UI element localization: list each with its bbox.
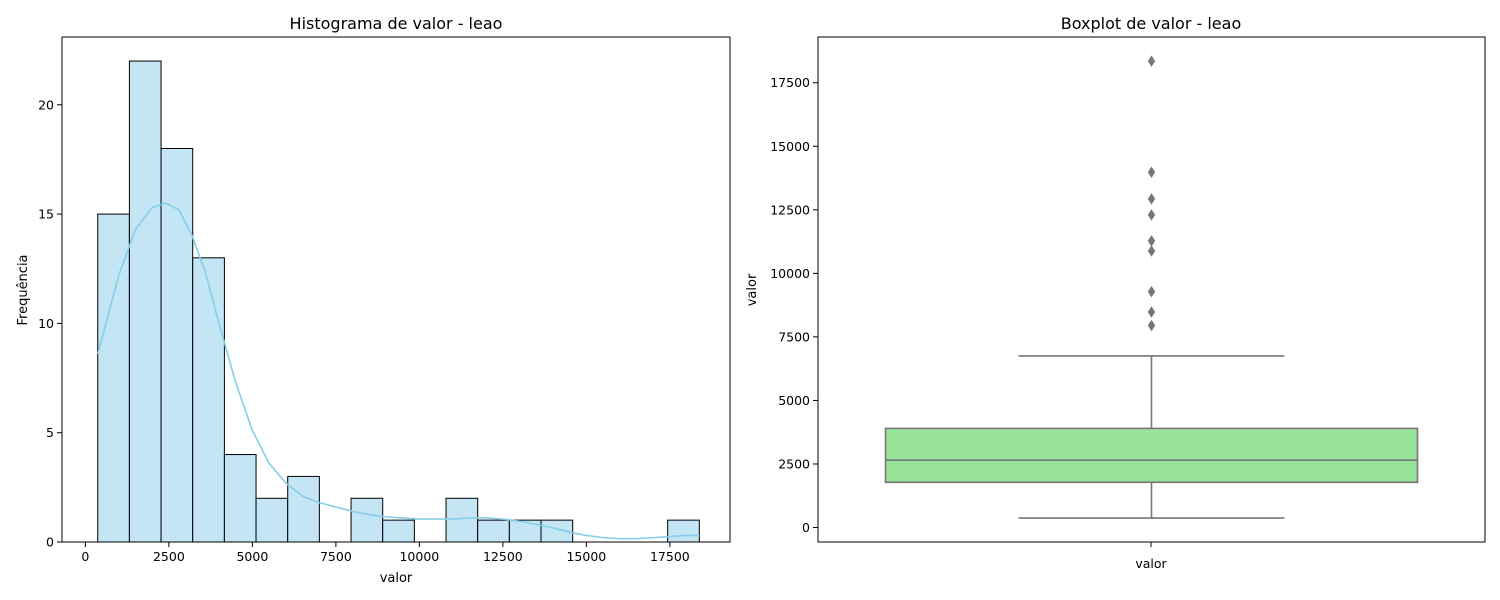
outlier-point [1147,285,1156,298]
x-tick-label: 5000 [236,549,268,564]
outlier-point [1147,209,1156,221]
histogram-bar [508,519,542,543]
histogram-y-label: Frequência [16,254,31,325]
iqr-box [884,427,1419,484]
histogram-bar [445,497,479,543]
y-tick-label: 20 [38,97,54,112]
histogram-bar [160,147,194,543]
outlier-point [1147,245,1156,257]
y-tick-label: 2500 [778,456,810,471]
outlier-point [1147,193,1156,205]
x-tick-label: 10000 [399,549,439,564]
y-tick-label: 7500 [778,329,810,344]
x-tick-label: 2500 [153,549,185,564]
y-tick-label: 0 [802,520,810,535]
y-tick-label: 5 [46,425,54,440]
histogram-bar [128,60,162,543]
y-tick-label: 10 [38,316,54,331]
histogram-x-label: valor [380,571,413,586]
boxplot-y-label: valor [745,273,760,306]
histogram-axes-frame [61,36,731,543]
histogram-bars [97,60,700,543]
kde-curve [96,202,700,540]
y-tick-label: 15 [38,207,54,222]
histogram-bar [667,519,700,543]
histogram-y-ticks: 0 5 10 15 20 [38,97,62,550]
boxplot-x-tick-label: valor [1135,556,1167,571]
histogram-bar [382,519,415,543]
outlier-point [1147,166,1156,178]
x-tick-label: 12500 [483,549,523,564]
histogram-bar [192,257,225,543]
x-tick-label: 17500 [650,549,690,564]
histogram-bar [350,497,384,543]
x-tick-label: 15000 [566,549,606,564]
y-tick-label: 12500 [770,202,810,217]
y-tick-label: 10000 [770,266,810,281]
histogram-bar [255,497,289,543]
x-tick-label: 7500 [320,549,352,564]
y-tick-label: 17500 [770,75,810,90]
boxplot-y-ticks: 0 2500 5000 7500 10000 12500 15000 17500 [770,75,818,535]
histogram-bar [223,454,257,543]
histogram-x-ticks: 0 2500 5000 7500 10000 12500 15000 17500 [81,542,690,564]
outlier-point [1147,319,1156,332]
x-tick-label: 0 [81,549,89,564]
y-tick-label: 5000 [778,393,810,408]
outlier-point [1147,235,1156,247]
boxplot-title: Boxplot de valor - leao [1061,14,1242,33]
histogram-bar [477,519,510,543]
boxplot-shapes [884,55,1419,519]
outlier-point [1147,55,1156,67]
y-tick-label: 15000 [770,139,810,154]
outlier-point [1147,306,1156,318]
y-tick-label: 0 [46,535,54,550]
histogram-title: Histograma de valor - leao [290,14,503,33]
histogram-bar [287,475,320,543]
histogram-panel: Histograma de valor - leao 0 2500 5000 7500… [16,14,731,586]
boxplot-panel: Boxplot de valor - leao 0 2500 5000 7500 100… [745,14,1486,571]
histogram-bar [97,213,130,543]
